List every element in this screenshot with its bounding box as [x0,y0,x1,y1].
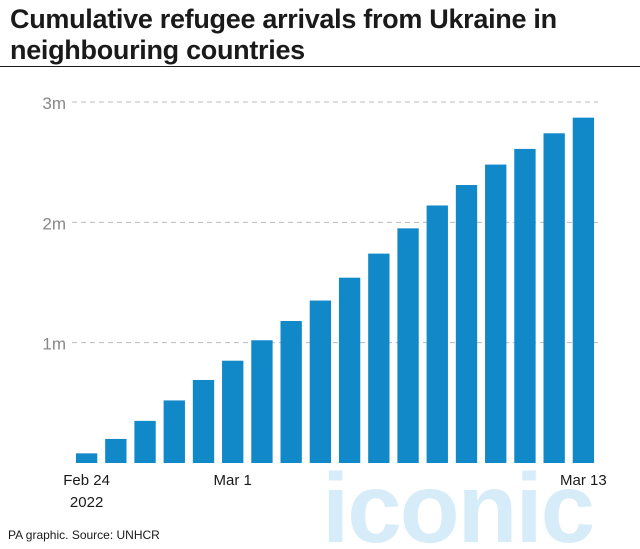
title-divider [0,66,640,67]
x-tick-label: Mar 13 [560,472,607,489]
y-tick-label: 1m [42,335,66,354]
iconic-watermark: iconic [322,462,595,549]
bar [251,340,273,463]
bar [455,185,478,463]
bar [222,360,244,463]
bar [543,133,565,463]
x-tick-label: Mar 1 [214,472,252,489]
chart-title: Cumulative refugee arrivals from Ukraine… [10,4,557,65]
bar [397,228,419,463]
y-tick-label: 2m [42,214,66,233]
bar [280,321,302,463]
watermark-text: iconic [322,462,593,549]
bar [426,205,448,463]
bar [309,300,332,463]
bar [485,164,507,463]
bar [514,148,536,463]
bar [75,453,98,463]
bar [572,117,595,463]
bar [134,420,156,463]
bar [163,400,185,463]
bar [192,379,215,463]
bar [368,253,390,463]
bar [105,438,127,463]
source-note: PA graphic. Source: UNHCR [8,528,160,542]
x-tick-label: 2022 [70,494,103,511]
bar [338,277,361,463]
y-tick-label: 3m [42,94,66,113]
x-tick-label: Feb 24 [63,472,110,489]
